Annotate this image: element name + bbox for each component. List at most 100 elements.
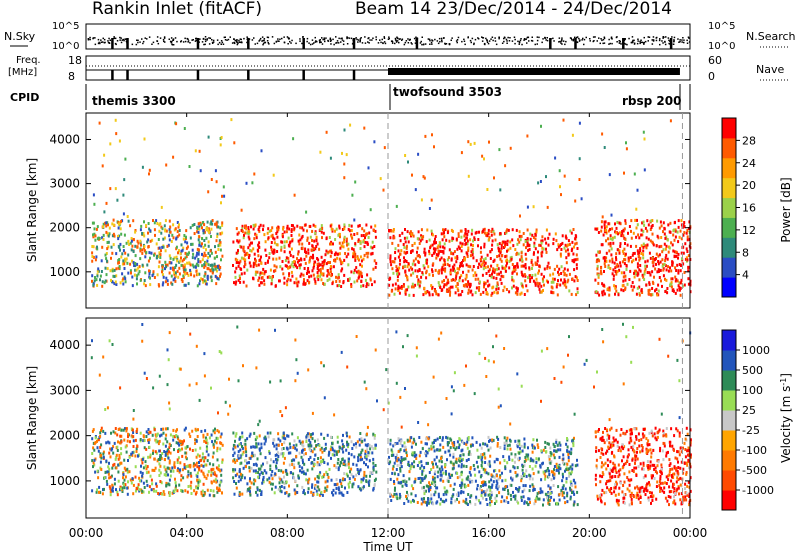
scatter-cell (169, 225, 172, 229)
scatter-cell (200, 492, 203, 496)
scatter-cell (233, 141, 236, 145)
scatter-cell (232, 468, 235, 472)
scatter-cell (296, 436, 299, 440)
scatter-cell (355, 270, 358, 274)
scatter-cell (262, 228, 264, 232)
scatter-cell (662, 274, 665, 278)
scatter-cell (340, 491, 343, 495)
freq-spike (247, 70, 250, 80)
scatter-cell (321, 236, 323, 240)
scatter-cell (202, 482, 205, 486)
scatter-cell (419, 255, 421, 259)
scatter-cell (285, 480, 288, 484)
scatter-cell (116, 445, 119, 449)
noise-sample (450, 39, 452, 41)
scatter-cell (101, 492, 104, 496)
scatter-cell (115, 252, 118, 256)
colorbar-segment (722, 177, 736, 199)
scatter-cell (347, 445, 349, 449)
scatter-cell (526, 244, 529, 248)
scatter-cell (628, 225, 631, 228)
noise-sample (601, 39, 603, 42)
scatter-cell (502, 240, 505, 244)
noise-sample (239, 38, 242, 40)
scatter-cell (136, 444, 139, 448)
scatter-cell (462, 464, 465, 468)
scatter-cell (158, 439, 161, 443)
scatter-cell (189, 471, 192, 475)
noise-sample (611, 38, 613, 40)
scatter-cell (338, 241, 341, 245)
scatter-cell (324, 442, 327, 446)
scatter-cell (433, 250, 436, 254)
scatter-cell (292, 446, 295, 450)
scatter-cell (249, 432, 252, 436)
scatter-cell (519, 292, 522, 296)
scatter-cell (452, 265, 454, 269)
scatter-cell (162, 245, 165, 249)
noise-sample (135, 43, 138, 46)
scatter-cell (266, 275, 269, 279)
noise-sample (187, 38, 189, 40)
scatter-cell (199, 221, 202, 225)
scatter-cell (252, 227, 255, 231)
noise-sample (383, 36, 385, 38)
scatter-cell (314, 281, 317, 285)
scatter-cell (310, 449, 313, 453)
noise-sample (142, 40, 145, 43)
scatter-cell (365, 251, 368, 255)
scatter-cell (256, 436, 259, 440)
scatter-cell (193, 232, 196, 235)
scatter-cell (98, 121, 101, 125)
scatter-cell (651, 219, 654, 222)
scatter-cell (134, 465, 137, 469)
scatter-cell (404, 154, 407, 157)
scatter-cell (123, 275, 126, 279)
noise-sample (172, 39, 174, 41)
scatter-cell (176, 469, 179, 473)
noise-sample (457, 36, 460, 39)
scatter-cell (416, 275, 419, 279)
cpid-label: CPID (10, 91, 39, 104)
scatter-cell (431, 253, 434, 257)
scatter-cell (339, 259, 342, 263)
scatter-cell (601, 293, 604, 297)
scatter-cell (511, 271, 514, 275)
scatter-cell (161, 245, 164, 249)
scatter-cell (405, 246, 408, 250)
scatter-cell (602, 283, 605, 287)
noise-sample (273, 42, 276, 45)
noise-spike (196, 38, 200, 49)
scatter-cell (467, 478, 470, 482)
scatter-cell (657, 262, 660, 266)
scatter-cell (112, 243, 115, 247)
noise-sample (673, 40, 675, 42)
scatter-cell (500, 246, 503, 250)
scatter-cell (210, 220, 213, 224)
scatter-cell (278, 279, 280, 283)
scatter-cell (293, 263, 296, 267)
scatter-cell (524, 263, 527, 266)
scatter-cell (492, 229, 495, 233)
scatter-cell (297, 250, 300, 254)
noise-sample (686, 39, 688, 42)
scatter-cell (366, 432, 368, 436)
scatter-cell (521, 258, 523, 262)
scatter-cell (645, 236, 648, 240)
scatter-cell (333, 453, 336, 457)
scatter-cell (553, 267, 556, 271)
scatter-cell (658, 253, 661, 257)
noise-sample (278, 40, 280, 42)
noise-sample (170, 37, 173, 39)
scatter-cell (365, 233, 367, 237)
scatter-cell (99, 460, 102, 464)
scatter-cell (172, 236, 175, 240)
scatter-cell (177, 251, 179, 255)
scatter-cell (440, 256, 443, 260)
scatter-cell (283, 456, 286, 460)
scatter-cell (347, 247, 350, 251)
scatter-cell (417, 477, 420, 480)
scatter-cell (104, 279, 107, 283)
scatter-cell (648, 288, 651, 292)
scatter-cell (443, 283, 446, 287)
